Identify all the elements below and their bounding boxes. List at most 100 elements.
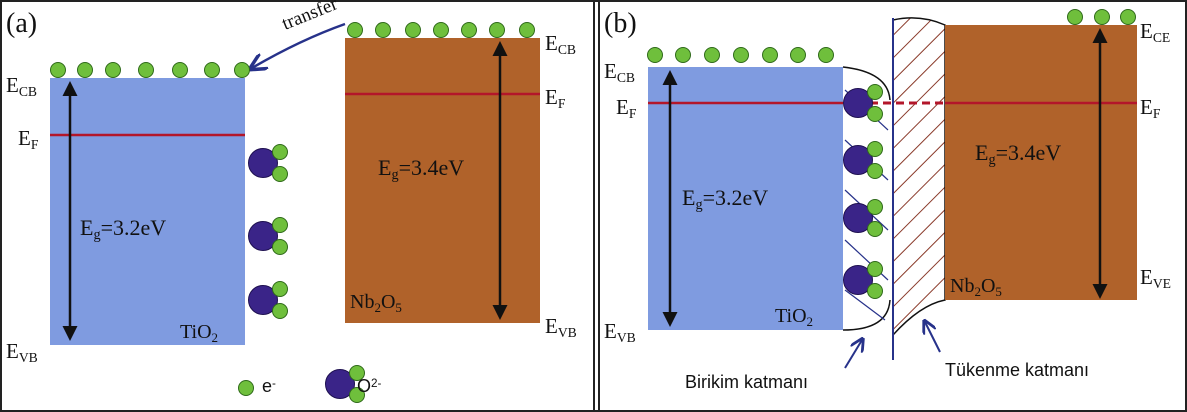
electron — [868, 164, 883, 179]
text-part: E — [616, 95, 629, 119]
electron — [205, 63, 220, 78]
electron — [273, 304, 288, 319]
electron — [868, 222, 883, 237]
supscript: 2- — [371, 377, 382, 390]
subscript: g — [988, 152, 995, 168]
text-part: =3.4eV — [996, 140, 1062, 165]
subscript: 2 — [212, 330, 219, 345]
text-part: E — [1140, 19, 1153, 43]
electron — [78, 63, 93, 78]
transfer-arrow — [252, 24, 345, 68]
text-part: E — [604, 319, 617, 343]
evb-label: EVB — [6, 339, 38, 365]
electron — [434, 23, 449, 38]
text-part: E — [1140, 95, 1153, 119]
text-part: =3.2eV — [703, 185, 769, 210]
text-part: e — [262, 376, 272, 396]
gap-label: Eg=3.2eV — [682, 185, 768, 213]
electron — [648, 48, 663, 63]
annotation: Birikim katmanı — [685, 372, 808, 392]
electron — [819, 48, 834, 63]
text-part: E — [545, 85, 558, 109]
text-part: E — [6, 73, 19, 97]
electron — [1121, 10, 1136, 25]
evb-label: EVE — [1140, 265, 1171, 291]
pointer-arrow — [925, 322, 940, 352]
electron — [273, 240, 288, 255]
text-part: E — [1140, 265, 1153, 289]
text-part: O — [981, 275, 995, 297]
electron — [406, 23, 421, 38]
tio2-band — [50, 78, 245, 345]
electron — [348, 23, 363, 38]
pointer-arrow — [845, 340, 862, 368]
text-part: =3.2eV — [101, 215, 167, 240]
electron — [734, 48, 749, 63]
electron — [490, 23, 505, 38]
depletion-region — [893, 18, 945, 335]
nb2o5-band — [345, 38, 540, 323]
subscript: 5 — [395, 300, 402, 315]
ecb-label: ECB — [545, 31, 576, 57]
electron — [51, 63, 66, 78]
electron — [173, 63, 188, 78]
electron — [273, 218, 288, 233]
subscript: F — [558, 96, 566, 111]
text-part: TiO — [180, 321, 212, 343]
gap-label: Eg=3.4eV — [378, 155, 464, 183]
electron — [273, 167, 288, 182]
electron — [1068, 10, 1083, 25]
figure: (a)(b)transferECBEFEg=3.2eVEVBTiO2ECBEFE… — [0, 0, 1187, 412]
subscript: F — [629, 106, 637, 121]
electron — [139, 63, 154, 78]
subscript: g — [391, 167, 398, 183]
evb-label: EVB — [545, 314, 577, 340]
legend-label: O2- — [357, 376, 382, 396]
electron — [676, 48, 691, 63]
text-part: O — [381, 291, 395, 313]
electron — [235, 63, 250, 78]
electron — [273, 145, 288, 160]
gap-label: Eg=3.4eV — [975, 140, 1061, 168]
ecb-label: ECB — [604, 59, 635, 85]
gap-label: Eg=3.2eV — [80, 215, 166, 243]
subscript: CE — [1153, 30, 1170, 45]
electron — [868, 284, 883, 299]
electron — [1095, 10, 1110, 25]
subscript: 5 — [995, 284, 1002, 299]
electron — [868, 85, 883, 100]
ef-label: EF — [545, 85, 566, 111]
electron — [705, 48, 720, 63]
supscript: - — [272, 377, 276, 390]
electron — [791, 48, 806, 63]
subscript: 2 — [807, 314, 814, 329]
subscript: VB — [19, 350, 38, 365]
text-part: Nb — [950, 275, 974, 297]
subscript: VE — [1153, 276, 1171, 291]
text-part: TiO — [775, 305, 807, 327]
electron — [462, 23, 477, 38]
electron — [868, 200, 883, 215]
panel-label: (a) — [6, 8, 37, 39]
electron — [868, 107, 883, 122]
electron — [106, 63, 121, 78]
annotation: Tükenme katmanı — [945, 360, 1089, 380]
subscript: VB — [558, 325, 577, 340]
subscript: VB — [617, 330, 636, 345]
text-part: E — [545, 31, 558, 55]
evb-label: EVB — [604, 319, 636, 345]
electron — [376, 23, 391, 38]
subscript: F — [1153, 106, 1161, 121]
text-part: O — [357, 376, 371, 396]
ef-label: EF — [1140, 95, 1161, 121]
ef-label: EF — [616, 95, 637, 121]
subscript: g — [695, 197, 702, 213]
text-part: E — [80, 215, 93, 240]
text-part: E — [545, 314, 558, 338]
panel-label: (b) — [604, 8, 637, 39]
subscript: F — [31, 137, 39, 152]
text-part: E — [604, 59, 617, 83]
electron — [868, 142, 883, 157]
ecb-label: ECE — [1140, 19, 1170, 45]
electron — [868, 262, 883, 277]
